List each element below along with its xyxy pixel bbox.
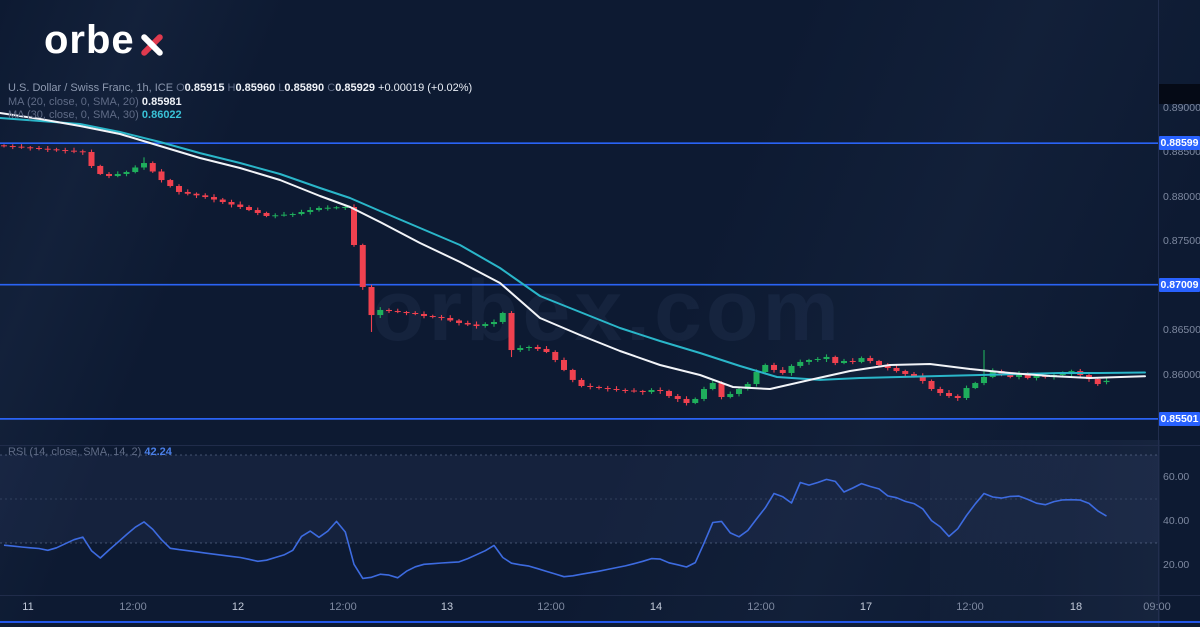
price-axis-label: 0.89000 <box>1163 101 1200 114</box>
time-axis-label: 11 <box>22 601 34 613</box>
rsi-band <box>0 454 1158 544</box>
price-axis-label: 0.86500 <box>1163 324 1200 336</box>
orbex-logo-x-icon <box>138 30 164 60</box>
time-axis-label: 13 <box>440 601 454 613</box>
orbex-logo: orbe <box>44 18 164 63</box>
orbex-logo-text: orbe <box>44 18 135 62</box>
price-axis-label: 0.86000 <box>1163 368 1200 381</box>
ma20-value: 0.85981 <box>141 95 182 108</box>
ma30-legend-row[interactable]: MA (30, close, 0, SMA, 30) 0.86022 <box>8 109 472 122</box>
price-level-badge: 0.88599 <box>1159 136 1200 151</box>
time-axis-label: 14 <box>649 601 663 613</box>
time-axis-label: 12:00 <box>956 601 984 613</box>
ma20-label: MA (20, close, 0, SMA, 20) <box>8 95 139 108</box>
pane-separator[interactable] <box>0 445 1200 446</box>
open-value: 0.85915 <box>184 82 225 94</box>
ma30-value: 0.86022 <box>141 109 182 121</box>
price-axis-label: 0.87500 <box>1163 235 1200 247</box>
symbol-title: U.S. Dollar / Swiss Franc, 1h, ICE <box>8 82 174 94</box>
change-value: +0.00019 (+0.02%) <box>378 82 473 94</box>
price-level-badge: 0.85501 <box>1159 411 1200 426</box>
rsi-legend-row[interactable]: RSI (14, close, SMA, 14, 2) 42.24 <box>8 446 172 458</box>
rsi-line <box>3 478 1107 580</box>
time-axis[interactable]: 11 12:00 12 12:00 13 12:00 14 12:00 17 12:00 18 09:… <box>0 595 1200 627</box>
ma30-label: MA (30, close, 0, SMA, 30) <box>8 109 139 121</box>
rsi-axis-label: 20.00 <box>1163 559 1190 571</box>
price-level-badge: 0.87009 <box>1159 277 1200 292</box>
symbol-legend-row[interactable]: U.S. Dollar / Swiss Franc, 1h, ICE O0.85… <box>8 82 473 94</box>
price-axis[interactable]: 0.89000 0.88500 0.88000 0.87500 0.86500 0.860… <box>1159 0 1200 595</box>
ma30-line <box>0 117 1146 381</box>
chart-legend: U.S. Dollar / Swiss Franc, 1h, ICE O0.85… <box>8 82 472 123</box>
time-axis-label: 12:00 <box>537 601 565 613</box>
close-value: 0.85929 <box>335 82 375 94</box>
rsi-axis-label: 60.00 <box>1163 471 1190 483</box>
time-axis-label: 12:00 <box>329 601 357 613</box>
rsi-axis-label: 40.00 <box>1163 515 1190 527</box>
time-axis-label: 18 <box>1069 601 1083 613</box>
rsi-label: RSI (14, close, SMA, 14, 2) <box>8 446 142 458</box>
time-axis-label: 17 <box>859 601 873 613</box>
price-axis-separator <box>1158 0 1159 627</box>
high-value: 0.85960 <box>235 82 276 94</box>
time-axis-label: 12:00 <box>747 601 775 613</box>
low-value: 0.85890 <box>284 82 325 94</box>
price-axis-label: 0.88000 <box>1163 190 1200 203</box>
bottom-accent-line <box>0 621 1200 623</box>
time-axis-label: 12:00 <box>119 601 147 613</box>
candlesticks <box>1 144 1110 406</box>
ma20-legend-row[interactable]: MA (20, close, 0, SMA, 20) 0.85981 <box>8 96 472 109</box>
ma20-line <box>0 112 1146 390</box>
time-axis-label: 12 <box>231 601 245 613</box>
time-axis-label: 09:00 <box>1143 601 1171 613</box>
axis-corner-box <box>1159 84 1200 104</box>
rsi-value: 42.24 <box>144 446 172 458</box>
time-axis-separator <box>0 595 1200 596</box>
price-level-lines[interactable] <box>0 142 1158 420</box>
